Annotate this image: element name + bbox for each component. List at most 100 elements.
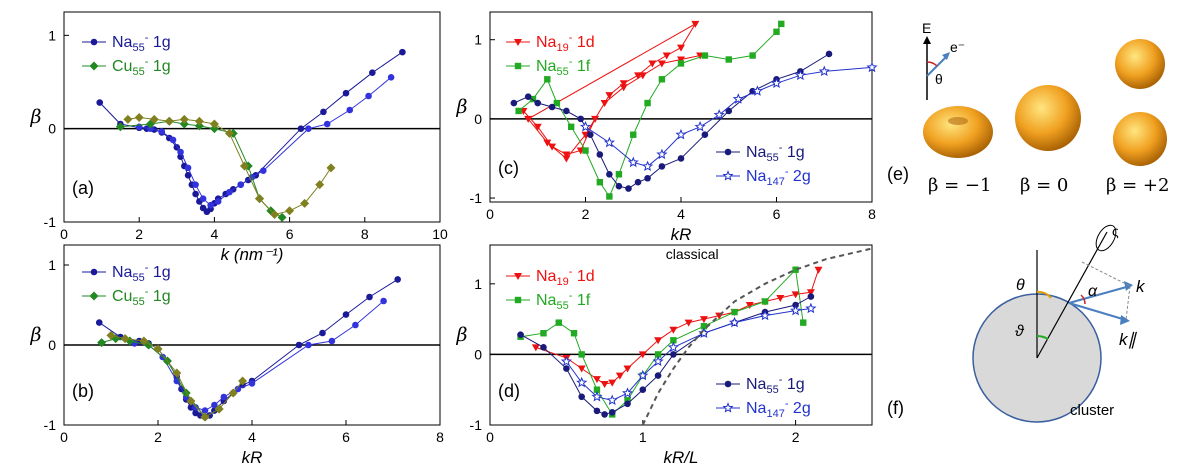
data-point-d-2 xyxy=(639,386,647,394)
legend-marker-d_bot xyxy=(722,402,734,413)
data-point-c-2 xyxy=(548,103,556,111)
x-tick-label-b: 6 xyxy=(342,429,350,445)
data-point-a-3 xyxy=(149,114,159,124)
data-point-c-0 xyxy=(657,60,666,68)
data-point-d-1 xyxy=(555,319,562,326)
x-tick-label-d: 0 xyxy=(486,429,494,445)
panel-label-a: (a) xyxy=(72,178,94,198)
data-point-d-0 xyxy=(699,316,708,324)
legend-marker-c_top xyxy=(514,62,522,70)
vartheta-arc xyxy=(1036,335,1049,340)
legend-label-b-1: Cu55- 1g xyxy=(112,286,171,308)
legend-marker-a xyxy=(89,61,99,71)
theta-label-e: θ xyxy=(935,71,943,87)
data-point-d-1 xyxy=(578,351,585,358)
legend-marker-c_bot xyxy=(724,148,732,156)
data-point-c-1 xyxy=(644,99,651,107)
radial-line xyxy=(1036,231,1108,359)
data-point-d-0 xyxy=(669,326,678,334)
data-point-d-3 xyxy=(790,304,802,316)
data-point-b-0 xyxy=(342,311,350,318)
e-field-arrowhead xyxy=(923,36,931,44)
vartheta-label: ϑ xyxy=(1015,323,1025,340)
data-point-a-3 xyxy=(179,114,189,124)
panel-f-label: (f) xyxy=(887,398,904,418)
data-point-b-1 xyxy=(192,404,199,411)
data-point-c-1 xyxy=(725,56,732,63)
data-point-c-0 xyxy=(533,123,542,131)
legend-label-c_top-0: Na19- 1d xyxy=(536,32,595,54)
x-tick-label-d: 1 xyxy=(639,429,647,445)
data-point-d-1 xyxy=(670,337,677,344)
y-axis-label-d: β xyxy=(456,324,468,346)
data-point-a-3 xyxy=(270,210,280,220)
data-point-a-1 xyxy=(346,106,354,114)
data-point-a-3 xyxy=(123,114,133,124)
y-tick-label-c: 1 xyxy=(474,32,482,48)
data-point-d-2 xyxy=(540,344,547,351)
data-point-c-1 xyxy=(544,76,551,83)
theta-label-f: θ xyxy=(1016,277,1025,294)
data-point-c-2 xyxy=(524,93,532,101)
data-point-c-3 xyxy=(770,77,783,88)
data-point-c-2 xyxy=(596,151,604,158)
legend-label-d_top-1: Na55- 1f xyxy=(536,290,591,312)
theta-arc xyxy=(926,61,938,67)
cluster-label: cluster xyxy=(1070,402,1114,419)
data-point-d-2 xyxy=(517,331,524,338)
data-point-b-3 xyxy=(106,330,116,340)
data-point-c-1 xyxy=(615,171,623,178)
x-tick-label-d: 2 xyxy=(792,429,800,445)
data-point-a-3 xyxy=(300,198,310,208)
panel-label-b: (b) xyxy=(72,381,94,401)
data-point-d-1 xyxy=(800,319,807,326)
theta-arc-f xyxy=(1036,290,1052,299)
y-tick-label-d: 0 xyxy=(474,346,482,362)
kpar-label: k∥ xyxy=(1119,330,1138,349)
data-point-b-2 xyxy=(97,338,107,348)
series-line-a-0 xyxy=(99,51,403,213)
x-tick-label-a: 0 xyxy=(60,226,68,242)
lobe-top-shape xyxy=(1115,39,1165,89)
data-point-d-1 xyxy=(624,397,631,404)
data-point-d-3 xyxy=(728,316,741,328)
data-point-d-3 xyxy=(652,355,664,367)
y-tick-label-b: -1 xyxy=(44,417,57,433)
data-point-d-2 xyxy=(624,400,631,408)
data-point-b-1 xyxy=(201,407,209,414)
data-point-c-3 xyxy=(732,93,744,104)
x-axis-label-c: kR xyxy=(671,225,692,244)
data-point-c-2 xyxy=(606,170,613,178)
data-point-b-1 xyxy=(234,385,242,393)
data-point-a-1 xyxy=(259,167,267,174)
legend-label-c_bot-1: Na147- 2g xyxy=(746,166,811,188)
legend-marker-d_bot xyxy=(724,380,732,388)
data-point-b-0 xyxy=(95,319,103,326)
proj-dash-1 xyxy=(1081,261,1131,287)
data-point-c-1 xyxy=(553,99,561,107)
data-point-c-1 xyxy=(606,193,613,200)
data-point-b-1 xyxy=(328,337,336,345)
beta-minus1-label: β = −1 xyxy=(928,175,991,196)
data-point-c-1 xyxy=(582,147,589,154)
series-line-d-4 xyxy=(641,247,873,426)
legend-label-d_top-0: Na19- 1d xyxy=(536,266,595,288)
data-point-d-2 xyxy=(608,408,616,416)
data-point-c-0 xyxy=(562,155,571,163)
rotation-ellipse xyxy=(1095,224,1117,252)
data-point-a-0 xyxy=(399,48,406,56)
data-point-a-2 xyxy=(277,212,287,222)
x-tick-label-a: 8 xyxy=(361,226,369,242)
data-point-d-0 xyxy=(776,294,785,302)
data-point-d-1 xyxy=(593,386,601,393)
data-point-b-3 xyxy=(228,388,238,398)
legend-label-a-1: Cu55- 1g xyxy=(112,56,171,78)
data-point-c-2 xyxy=(725,107,733,115)
electron-arrowhead xyxy=(942,52,950,60)
data-point-d-1 xyxy=(570,330,578,337)
